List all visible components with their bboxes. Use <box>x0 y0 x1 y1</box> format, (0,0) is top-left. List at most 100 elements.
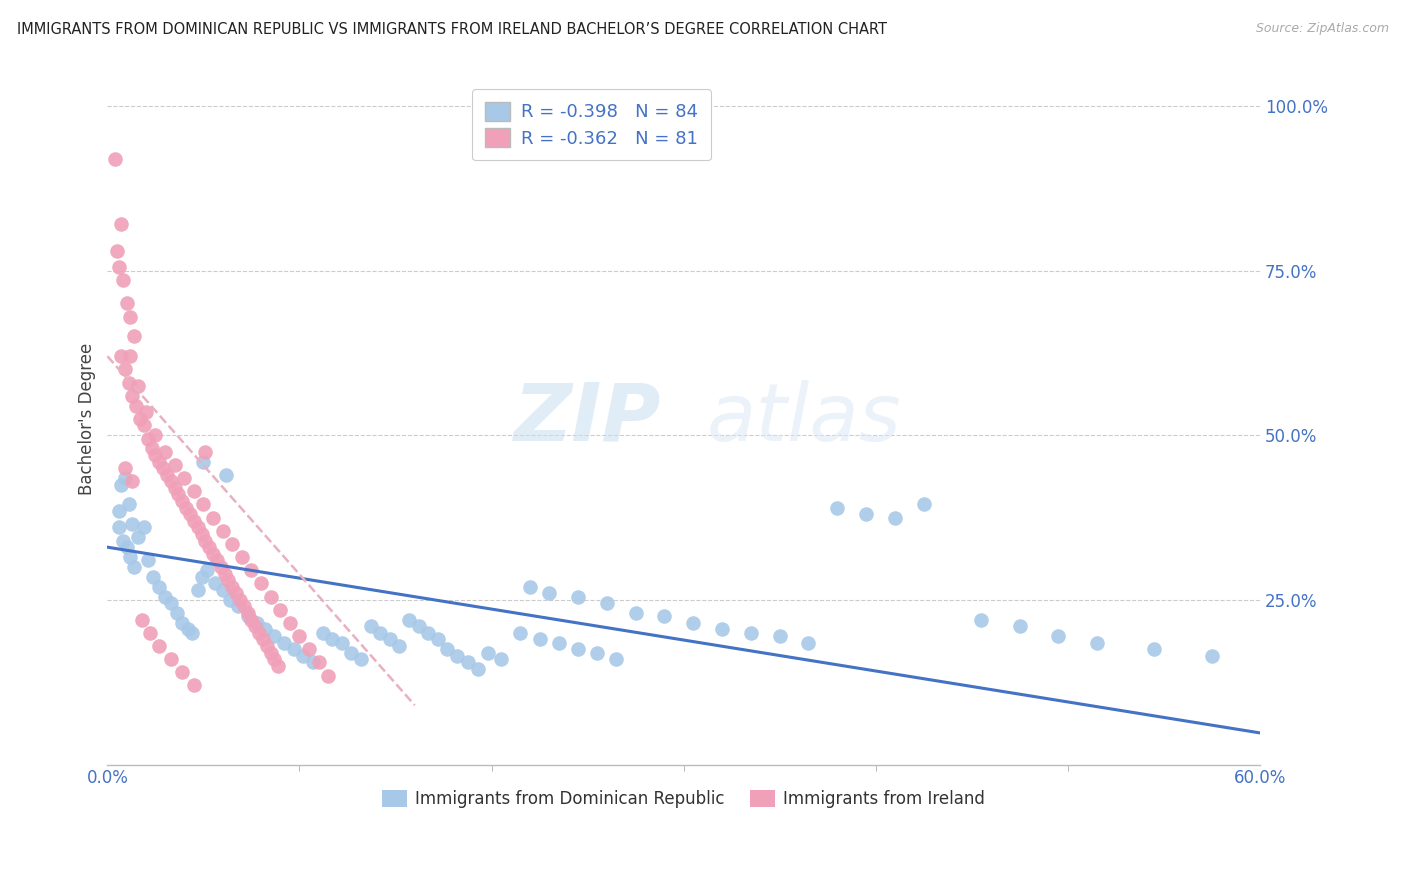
Text: IMMIGRANTS FROM DOMINICAN REPUBLIC VS IMMIGRANTS FROM IRELAND BACHELOR’S DEGREE : IMMIGRANTS FROM DOMINICAN REPUBLIC VS IM… <box>17 22 887 37</box>
Point <box>912 497 935 511</box>
Point <box>120 310 142 324</box>
Point <box>148 639 170 653</box>
Point <box>263 629 285 643</box>
Point <box>163 481 186 495</box>
Point <box>477 646 499 660</box>
Point <box>273 635 295 649</box>
Point <box>624 606 647 620</box>
Point <box>114 362 136 376</box>
Point <box>236 609 259 624</box>
Point <box>105 244 128 258</box>
Point <box>267 658 290 673</box>
Point <box>194 533 217 548</box>
Point <box>970 613 993 627</box>
Point <box>236 606 259 620</box>
Point <box>193 454 215 468</box>
Point <box>194 444 217 458</box>
Point <box>115 540 138 554</box>
Point <box>567 642 589 657</box>
Point <box>110 349 132 363</box>
Point <box>136 432 159 446</box>
Point <box>509 625 531 640</box>
Point <box>263 652 285 666</box>
Legend: Immigrants from Dominican Republic, Immigrants from Ireland: Immigrants from Dominican Republic, Immi… <box>375 783 991 815</box>
Point <box>104 152 127 166</box>
Point <box>250 576 273 591</box>
Point <box>489 652 512 666</box>
Point <box>855 508 877 522</box>
Point <box>127 530 149 544</box>
Point <box>292 648 315 663</box>
Point <box>446 648 468 663</box>
Point <box>398 613 420 627</box>
Point <box>360 619 382 633</box>
Point <box>378 632 401 647</box>
Point <box>163 458 186 472</box>
Point <box>567 590 589 604</box>
Point <box>467 662 489 676</box>
Point <box>219 592 242 607</box>
Point <box>278 615 301 630</box>
Point <box>1201 648 1223 663</box>
Point <box>259 590 281 604</box>
Point <box>142 570 165 584</box>
Point <box>204 576 226 591</box>
Text: ZIP: ZIP <box>513 380 661 458</box>
Point <box>231 549 253 564</box>
Point <box>145 428 167 442</box>
Point <box>259 646 281 660</box>
Point <box>288 629 311 643</box>
Point <box>211 582 233 597</box>
Point <box>209 560 232 574</box>
Point <box>172 665 194 680</box>
Point <box>298 642 321 657</box>
Point <box>114 471 136 485</box>
Point <box>1085 635 1108 649</box>
Point <box>711 623 734 637</box>
Point <box>740 625 762 640</box>
Point <box>436 642 458 657</box>
Point <box>145 448 167 462</box>
Point <box>418 625 440 640</box>
Point <box>180 625 202 640</box>
Point <box>308 656 330 670</box>
Point <box>153 444 176 458</box>
Point <box>159 596 181 610</box>
Point <box>211 524 233 538</box>
Point <box>245 619 267 633</box>
Point <box>605 652 627 666</box>
Point <box>132 520 155 534</box>
Point <box>547 635 569 649</box>
Point <box>121 517 143 532</box>
Point <box>202 547 225 561</box>
Point <box>311 625 333 640</box>
Point <box>217 573 239 587</box>
Point <box>111 533 134 548</box>
Point <box>127 379 149 393</box>
Point <box>321 632 343 647</box>
Point <box>225 586 247 600</box>
Point <box>121 389 143 403</box>
Point <box>187 582 209 597</box>
Point <box>172 615 194 630</box>
Point <box>426 632 449 647</box>
Point <box>283 642 305 657</box>
Point <box>193 497 215 511</box>
Point <box>350 652 373 666</box>
Point <box>153 590 176 604</box>
Point <box>252 632 274 647</box>
Point <box>174 500 197 515</box>
Point <box>121 475 143 489</box>
Point <box>148 580 170 594</box>
Point <box>177 623 200 637</box>
Point <box>148 454 170 468</box>
Point <box>135 405 157 419</box>
Point <box>131 613 153 627</box>
Point <box>136 553 159 567</box>
Point <box>172 494 194 508</box>
Point <box>114 461 136 475</box>
Point <box>183 514 205 528</box>
Point <box>221 537 243 551</box>
Point <box>221 580 243 594</box>
Text: Source: ZipAtlas.com: Source: ZipAtlas.com <box>1256 22 1389 36</box>
